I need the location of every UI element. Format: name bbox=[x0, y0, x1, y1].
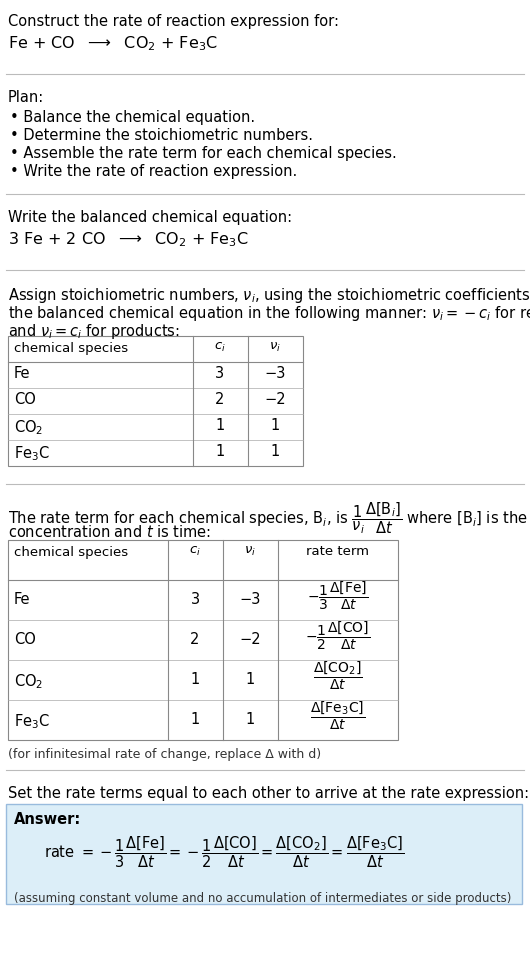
Text: (for infinitesimal rate of change, replace Δ with d): (for infinitesimal rate of change, repla… bbox=[8, 748, 321, 761]
Text: CO: CO bbox=[14, 632, 36, 647]
Text: Fe: Fe bbox=[14, 592, 31, 607]
Text: 1: 1 bbox=[270, 418, 280, 433]
Text: −3: −3 bbox=[264, 366, 286, 381]
Text: concentration and $t$ is time:: concentration and $t$ is time: bbox=[8, 524, 211, 540]
Text: Write the balanced chemical equation:: Write the balanced chemical equation: bbox=[8, 210, 292, 225]
Text: Answer:: Answer: bbox=[14, 812, 81, 827]
Text: The rate term for each chemical species, B$_i$, is $\dfrac{1}{\nu_i}\dfrac{\Delt: The rate term for each chemical species,… bbox=[8, 500, 530, 536]
Text: −3: −3 bbox=[240, 592, 261, 607]
Text: −2: −2 bbox=[264, 392, 286, 407]
Text: $-\dfrac{1}{3}\dfrac{\Delta[\mathrm{Fe}]}{\Delta t}$: $-\dfrac{1}{3}\dfrac{\Delta[\mathrm{Fe}]… bbox=[307, 580, 368, 612]
Bar bbox=[8, 336, 303, 466]
Text: the balanced chemical equation in the following manner: $\nu_i = -c_i$ for react: the balanced chemical equation in the fo… bbox=[8, 304, 530, 323]
Text: Plan:: Plan: bbox=[8, 90, 44, 105]
Text: 1: 1 bbox=[245, 672, 254, 687]
Text: $c_i$: $c_i$ bbox=[189, 545, 201, 558]
Text: chemical species: chemical species bbox=[14, 342, 128, 355]
Text: (assuming constant volume and no accumulation of intermediates or side products): (assuming constant volume and no accumul… bbox=[14, 892, 511, 905]
Bar bbox=[8, 540, 398, 740]
FancyBboxPatch shape bbox=[6, 804, 522, 904]
Text: 2: 2 bbox=[190, 632, 200, 647]
Text: Construct the rate of reaction expression for:: Construct the rate of reaction expressio… bbox=[8, 14, 339, 29]
Text: $\nu_i$: $\nu_i$ bbox=[269, 341, 281, 354]
Text: $-\dfrac{1}{2}\dfrac{\Delta[\mathrm{CO}]}{\Delta t}$: $-\dfrac{1}{2}\dfrac{\Delta[\mathrm{CO}]… bbox=[305, 620, 370, 652]
Text: −2: −2 bbox=[239, 632, 261, 647]
Text: 1: 1 bbox=[190, 672, 200, 687]
Text: • Determine the stoichiometric numbers.: • Determine the stoichiometric numbers. bbox=[10, 128, 313, 143]
Text: 2: 2 bbox=[215, 392, 225, 407]
Text: CO: CO bbox=[14, 392, 36, 407]
Text: Set the rate terms equal to each other to arrive at the rate expression:: Set the rate terms equal to each other t… bbox=[8, 786, 529, 801]
Text: 1: 1 bbox=[270, 444, 280, 459]
Text: • Assemble the rate term for each chemical species.: • Assemble the rate term for each chemic… bbox=[10, 146, 397, 161]
Text: Fe$_3$C: Fe$_3$C bbox=[14, 712, 50, 731]
Text: chemical species: chemical species bbox=[14, 546, 128, 559]
Text: • Write the rate of reaction expression.: • Write the rate of reaction expression. bbox=[10, 164, 297, 179]
Text: 3: 3 bbox=[190, 592, 200, 607]
Text: 1: 1 bbox=[215, 444, 225, 459]
Text: rate $= -\dfrac{1}{3}\dfrac{\Delta[\mathrm{Fe}]}{\Delta t} = -\dfrac{1}{2}\dfrac: rate $= -\dfrac{1}{3}\dfrac{\Delta[\math… bbox=[44, 834, 404, 870]
Text: Fe: Fe bbox=[14, 366, 31, 381]
Text: $\nu_i$: $\nu_i$ bbox=[244, 545, 256, 558]
Text: Fe$_3$C: Fe$_3$C bbox=[14, 444, 50, 463]
Text: Assign stoichiometric numbers, $\nu_i$, using the stoichiometric coefficients, $: Assign stoichiometric numbers, $\nu_i$, … bbox=[8, 286, 530, 305]
Text: 1: 1 bbox=[190, 712, 200, 727]
Text: CO$_2$: CO$_2$ bbox=[14, 672, 43, 691]
Text: $\dfrac{\Delta[\mathrm{Fe_3C}]}{\Delta t}$: $\dfrac{\Delta[\mathrm{Fe_3C}]}{\Delta t… bbox=[311, 700, 366, 732]
Text: 1: 1 bbox=[215, 418, 225, 433]
Text: and $\nu_i = c_i$ for products:: and $\nu_i = c_i$ for products: bbox=[8, 322, 180, 341]
Text: 3 Fe + 2 CO  $\longrightarrow$  CO$_2$ + Fe$_3$C: 3 Fe + 2 CO $\longrightarrow$ CO$_2$ + F… bbox=[8, 230, 249, 249]
Text: • Balance the chemical equation.: • Balance the chemical equation. bbox=[10, 110, 255, 125]
Text: rate term: rate term bbox=[306, 545, 369, 558]
Text: $\dfrac{\Delta[\mathrm{CO_2}]}{\Delta t}$: $\dfrac{\Delta[\mathrm{CO_2}]}{\Delta t}… bbox=[313, 660, 363, 692]
Text: 3: 3 bbox=[215, 366, 225, 381]
Text: CO$_2$: CO$_2$ bbox=[14, 418, 43, 436]
Text: $c_i$: $c_i$ bbox=[214, 341, 226, 354]
Text: Fe + CO  $\longrightarrow$  CO$_2$ + Fe$_3$C: Fe + CO $\longrightarrow$ CO$_2$ + Fe$_3… bbox=[8, 34, 218, 53]
Text: 1: 1 bbox=[245, 712, 254, 727]
